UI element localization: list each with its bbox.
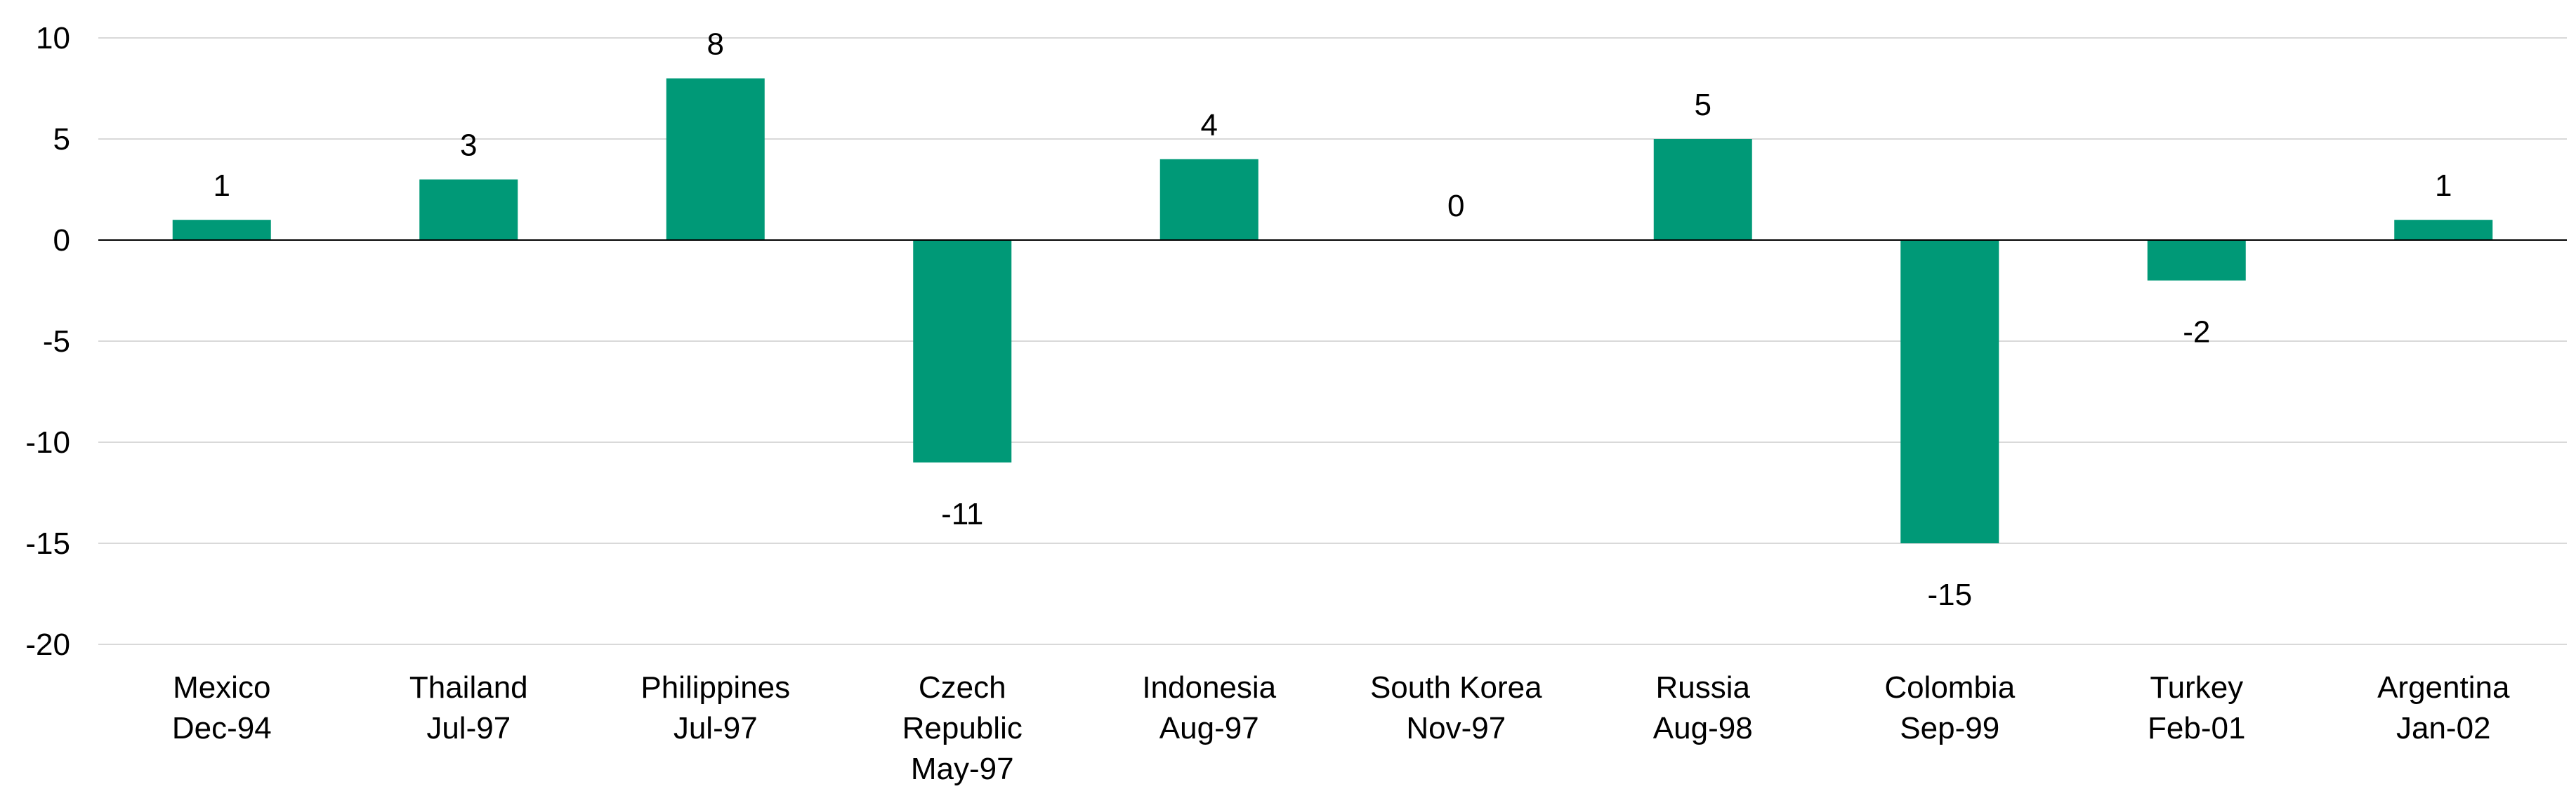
- category-label: Mexico Dec-94: [172, 670, 272, 745]
- category-label: South Korea Nov-97: [1370, 670, 1542, 745]
- bar: [1900, 240, 1999, 543]
- data-label: 8: [707, 27, 724, 62]
- data-label: 4: [1201, 108, 1218, 142]
- data-label: -15: [1927, 578, 1972, 612]
- bar: [1653, 139, 1752, 240]
- category-label: Colombia Sep-99: [1884, 670, 2015, 745]
- y-tick-label: -20: [25, 628, 70, 662]
- category-label: Thailand Jul-97: [409, 670, 528, 745]
- bar: [1159, 159, 1259, 240]
- category-label: Philippines Jul-97: [640, 670, 790, 745]
- data-label: 1: [2435, 168, 2452, 203]
- category-label: Czech Republic May-97: [902, 670, 1023, 786]
- category-label: Turkey Feb-01: [2148, 670, 2245, 745]
- bar: [172, 220, 271, 240]
- data-label: -11: [941, 497, 983, 531]
- bar: [913, 240, 1012, 463]
- data-label: -2: [2183, 315, 2210, 350]
- category-label: Russia Aug-98: [1653, 670, 1753, 745]
- y-tick-label: 10: [36, 21, 70, 55]
- y-tick-label: 0: [53, 223, 70, 258]
- bar: [419, 179, 518, 240]
- bar: [2394, 220, 2493, 240]
- y-tick-label: -5: [43, 324, 70, 359]
- data-label: 0: [1447, 189, 1464, 223]
- data-label: 1: [213, 168, 230, 203]
- gridlines: [98, 37, 2567, 645]
- bars: [172, 78, 2493, 543]
- y-axis-ticks: 10 5 0 -5 -10 -15 -20: [25, 21, 70, 662]
- category-label: Argentina Jan-02: [2377, 670, 2510, 745]
- y-tick-label: -15: [25, 526, 70, 561]
- data-label: 3: [460, 128, 477, 163]
- y-tick-label: -10: [25, 425, 70, 460]
- data-labels: 1 3 8 -11 4 0 5 -15 -2 1: [213, 27, 2452, 612]
- bar: [666, 78, 765, 240]
- data-label: 5: [1695, 88, 1711, 122]
- category-labels: Mexico Dec-94 Thailand Jul-97 Philippines Jul…: [172, 670, 2510, 786]
- category-label: Indonesia Aug-97: [1142, 670, 1276, 745]
- bar: [2147, 240, 2246, 281]
- y-tick-label: 5: [53, 122, 70, 157]
